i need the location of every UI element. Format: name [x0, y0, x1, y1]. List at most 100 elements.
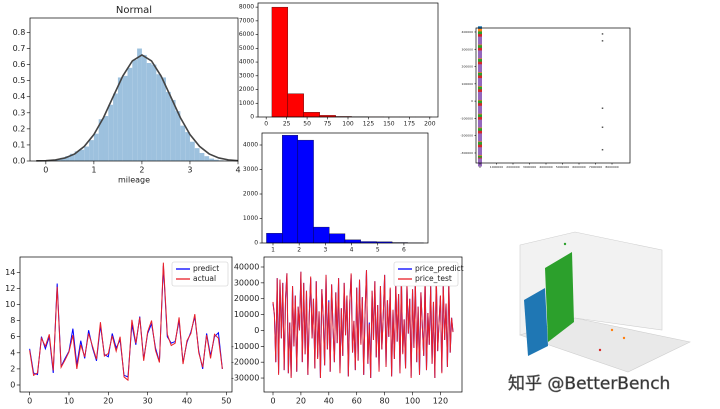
- hist-bar: [60, 157, 66, 161]
- scatter-point: [477, 133, 482, 142]
- hist-bar: [204, 156, 210, 161]
- line-series: [29, 262, 223, 382]
- scatter-point: [477, 91, 482, 100]
- x-tick-label: 0: [479, 165, 481, 169]
- 3d-cluster: [524, 288, 548, 356]
- legend-label: price_test: [415, 274, 452, 283]
- x-tick-label: 200: [424, 120, 436, 127]
- hist-bar: [271, 6, 289, 118]
- hist-bar: [127, 67, 133, 161]
- y-tick-label: 0.7: [13, 44, 26, 53]
- y-tick-label: 1000: [243, 215, 258, 222]
- x-tick-label: 25: [283, 120, 291, 127]
- hist-bar: [170, 99, 176, 161]
- x-tick-label: 2: [139, 166, 144, 175]
- y-tick-label: 300000: [462, 47, 474, 51]
- hist-bar: [266, 233, 283, 244]
- axes-frame: [29, 17, 239, 162]
- y-tick-label: 7000: [239, 17, 254, 24]
- x-tick-label: 100: [405, 397, 420, 406]
- hist-bar: [189, 141, 195, 161]
- axes-frame: [475, 27, 631, 164]
- hist-bar: [329, 233, 346, 244]
- y-tick-label: 4000: [243, 142, 258, 149]
- x-tick-label: 4: [235, 166, 240, 175]
- scatter-point: [477, 119, 482, 128]
- y-tick-label: 3000: [239, 72, 254, 79]
- y-tick-label: 0.8: [13, 28, 26, 37]
- y-tick-label: 8: [10, 316, 15, 325]
- hist-bar: [213, 159, 219, 161]
- hist-bar: [161, 77, 166, 161]
- hist-bar: [303, 112, 320, 118]
- y-tick-label: 0.5: [13, 76, 26, 85]
- x-tick-label: 150: [383, 120, 395, 127]
- legend-label: predict: [193, 264, 219, 273]
- x-tick-label: 3: [187, 166, 192, 175]
- x-tick-label: 50: [303, 120, 311, 127]
- scatter-point: [601, 148, 604, 151]
- hist-bar: [89, 140, 94, 161]
- legend-label: price_predict: [415, 264, 464, 273]
- hist-bar: [194, 148, 200, 161]
- x-tick-label: 4000000: [539, 165, 552, 169]
- hist-bar: [122, 75, 128, 161]
- x-tick-label: 3: [323, 246, 327, 253]
- y-tick-label: 10000: [234, 310, 259, 319]
- axes-frame: [263, 256, 463, 393]
- hist-bar: [175, 111, 181, 161]
- x-tick-label: 0: [264, 120, 268, 127]
- x-tick-label: 60: [352, 397, 362, 406]
- 3d-point: [610, 328, 614, 332]
- x-tick-label: 1000000: [490, 165, 503, 169]
- scatter-point: [601, 33, 604, 35]
- x-tick-label: 125: [363, 120, 375, 127]
- y-tick-label: 30000: [234, 278, 259, 287]
- hist-bar: [65, 156, 70, 161]
- hist-bar: [165, 91, 171, 161]
- y-tick-label: -30000: [231, 374, 259, 383]
- y-tick-label: 100000: [462, 82, 474, 86]
- hist-bar: [209, 158, 214, 161]
- x-tick-label: 2000000: [506, 165, 519, 169]
- x-tick-label: 75: [324, 120, 332, 127]
- chart-panel: 0 1 2 3 4 0.0 0.1 0.2 0.3 0.4 0.5 0.6 0.7 0.8 Normal mi…: [13, 5, 241, 185]
- x-tick-label: 3000000: [523, 165, 536, 169]
- y-tick-label: 2000: [239, 86, 254, 93]
- x-tick-label: 7000000: [589, 165, 602, 169]
- hist-bar: [132, 59, 138, 161]
- y-tick-label: 0.2: [13, 124, 26, 133]
- x-tick-label: 40: [324, 397, 334, 406]
- scatter-point: [477, 105, 482, 114]
- hist-bar: [185, 132, 190, 161]
- y-tick-label: -100000: [460, 116, 473, 120]
- x-tick-label: 1: [91, 166, 96, 175]
- x-tick-label: 2: [297, 246, 301, 253]
- y-tick-label: 2000: [243, 191, 258, 198]
- hist-bar: [74, 151, 80, 161]
- line-series: [272, 270, 454, 379]
- scatter-point: [477, 50, 482, 59]
- x-tick-label: 6000000: [572, 165, 585, 169]
- y-tick-label: 1000: [239, 100, 254, 107]
- axes-frame: [19, 256, 233, 393]
- hist-bar: [344, 239, 361, 244]
- y-tick-label: 0: [471, 99, 473, 103]
- chart-panel: 1 2 3 4 5 6 0 1000 2000 3000 4000: [243, 132, 429, 253]
- y-tick-label: 3000: [243, 166, 258, 173]
- axes-frame: [261, 132, 429, 244]
- y-tick-label: 40000: [234, 262, 259, 271]
- hist-bar: [137, 48, 142, 161]
- x-tick-label: 5000000: [556, 165, 569, 169]
- hist-bar: [84, 146, 90, 161]
- scatter-point: [601, 126, 604, 129]
- y-tick-label: 400000: [462, 30, 474, 34]
- hist-bar: [146, 62, 152, 161]
- scatter-point: [477, 147, 482, 156]
- y-tick-label: 10: [5, 300, 15, 309]
- scatter-point: [477, 36, 482, 45]
